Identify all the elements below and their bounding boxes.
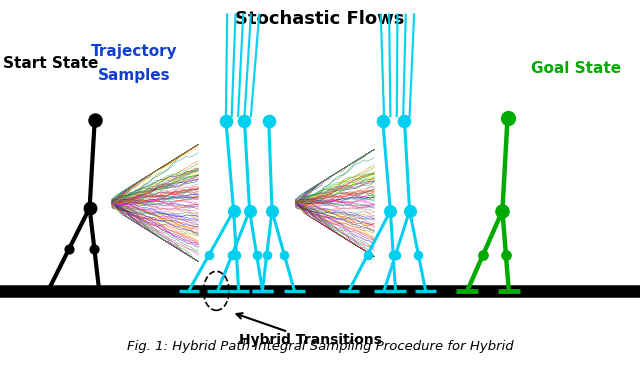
Text: Hybrid Transitions: Hybrid Transitions (239, 333, 382, 347)
Text: Start State: Start State (3, 56, 99, 71)
Point (362, 252, 372, 258)
Point (399, 118, 410, 124)
Point (228, 208, 239, 214)
Point (89, 246, 100, 252)
Point (264, 118, 274, 124)
Point (239, 118, 250, 124)
Point (378, 118, 388, 124)
Point (252, 252, 262, 258)
Point (390, 252, 401, 258)
Text: Goal State: Goal State (531, 61, 621, 76)
Point (204, 252, 214, 258)
Point (231, 252, 241, 258)
Point (385, 208, 396, 214)
Point (502, 115, 513, 121)
Point (221, 118, 231, 124)
Point (497, 208, 508, 214)
Point (84, 205, 95, 211)
Point (262, 252, 272, 258)
Text: Samples: Samples (98, 68, 171, 83)
Point (279, 252, 289, 258)
Point (388, 252, 398, 258)
Point (500, 252, 511, 258)
Point (227, 252, 237, 258)
Point (413, 252, 424, 258)
Point (404, 208, 415, 214)
Point (267, 208, 277, 214)
Point (64, 246, 74, 252)
Point (244, 208, 255, 214)
Point (478, 252, 488, 258)
Text: Trajectory: Trajectory (91, 44, 178, 59)
Point (90, 117, 100, 123)
Text: Fig. 1: Hybrid Path Integral Sampling Procedure for Hybrid: Fig. 1: Hybrid Path Integral Sampling Pr… (127, 340, 513, 353)
Text: Stochastic Flows: Stochastic Flows (236, 10, 404, 28)
